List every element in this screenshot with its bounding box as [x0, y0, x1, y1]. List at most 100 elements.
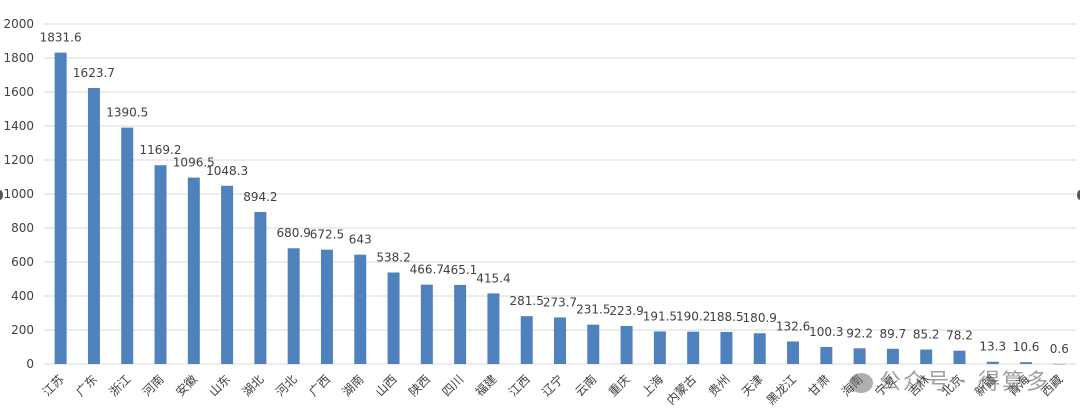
x-category-label: 辽宁 — [539, 372, 567, 400]
x-category-label: 江西 — [506, 372, 533, 399]
grid-lines — [44, 23, 1076, 365]
data-label: 273.7 — [543, 295, 577, 309]
bar-山西 — [387, 272, 400, 364]
bar-贵州 — [720, 331, 733, 364]
x-category-label: 广西 — [306, 372, 333, 399]
x-category-label: 天津 — [739, 372, 766, 399]
x-category-label: 湖南 — [339, 372, 367, 400]
bar-陕西 — [420, 284, 433, 364]
x-category-label: 甘肃 — [806, 372, 833, 399]
bar-海南 — [853, 348, 866, 364]
bar-江西 — [520, 316, 533, 364]
bar-辽宁 — [554, 317, 566, 364]
bar-北京 — [953, 350, 966, 364]
bar-山东 — [221, 185, 234, 364]
x-category-label: 山东 — [206, 372, 233, 399]
y-tick-label: 1200 — [3, 153, 34, 167]
watermark: 公众号 · 得算多 — [849, 364, 1050, 396]
x-category-label: 广东 — [73, 372, 100, 399]
data-label: 538.2 — [376, 251, 410, 265]
bar-宁夏 — [886, 348, 899, 364]
bar-甘肃 — [820, 346, 833, 364]
wechat-icon — [849, 373, 874, 393]
data-label: 281.5 — [510, 294, 544, 308]
bar-河北 — [287, 248, 300, 364]
data-label: 92.2 — [846, 326, 873, 340]
y-tick-label: 1400 — [3, 119, 34, 133]
bar-河南 — [154, 165, 167, 364]
data-label: 1096.5 — [173, 156, 215, 170]
data-label: 180.9 — [743, 311, 777, 325]
data-label: 672.5 — [310, 228, 344, 242]
x-category-label: 山西 — [373, 372, 400, 399]
bars — [54, 52, 1066, 365]
data-label: 0.6 — [1050, 342, 1069, 356]
y-axis-ticks: 0 200 400 600 800 1000 1200 1400 1600 1800 2000 — [3, 17, 34, 371]
y-tick-label: 1800 — [3, 51, 34, 65]
y-tick-label: 200 — [11, 323, 34, 337]
x-category-label: 江苏 — [40, 372, 67, 399]
data-label: 1831.6 — [40, 31, 82, 45]
data-label: 1169.2 — [140, 143, 182, 157]
data-label: 10.6 — [1013, 340, 1040, 354]
data-label: 89.7 — [880, 327, 907, 341]
x-category-label: 湖北 — [239, 372, 267, 400]
x-category-label: 黑龙江 — [764, 372, 799, 407]
data-label: 415.4 — [476, 271, 510, 285]
x-category-label: 贵州 — [706, 372, 733, 399]
data-label: 231.5 — [576, 303, 610, 317]
data-label: 191.5 — [643, 309, 677, 323]
bar-广西 — [320, 249, 333, 364]
data-label: 223.9 — [609, 304, 643, 318]
data-label: 680.9 — [276, 226, 310, 240]
x-category-label: 云南 — [572, 372, 600, 400]
x-category-label: 陕西 — [405, 372, 433, 400]
bar-重庆 — [620, 325, 633, 364]
data-label: 85.2 — [913, 328, 940, 342]
data-label: 190.2 — [676, 310, 710, 324]
data-label: 78.2 — [946, 329, 973, 343]
bar-云南 — [587, 324, 600, 364]
right-edge-marker — [1077, 190, 1080, 200]
x-category-label: 内蒙古 — [663, 372, 699, 408]
bar-黑龙江 — [787, 341, 800, 364]
data-label: 132.6 — [776, 319, 810, 333]
data-label: 466.7 — [410, 263, 444, 277]
data-label: 894.2 — [243, 190, 277, 204]
data-label: 1048.3 — [206, 164, 248, 178]
x-category-label: 上海 — [638, 372, 666, 400]
left-edge-marker — [0, 190, 3, 200]
y-tick-label: 2000 — [3, 17, 34, 31]
y-tick-label: 400 — [11, 289, 34, 303]
data-label: 643 — [349, 233, 372, 247]
y-tick-label: 0 — [26, 357, 34, 371]
data-label: 1390.5 — [106, 106, 148, 120]
watermark-text: 公众号 · 得算多 — [879, 370, 1050, 395]
y-tick-label: 1600 — [3, 85, 34, 99]
y-tick-label: 1000 — [3, 187, 34, 201]
bar-青海 — [1020, 362, 1033, 364]
y-tick-label: 800 — [11, 221, 34, 235]
data-label: 1623.7 — [73, 66, 115, 80]
x-category-label: 河北 — [273, 372, 300, 399]
y-tick-label: 600 — [11, 255, 34, 269]
bar-吉林 — [920, 349, 933, 364]
x-category-label: 福建 — [472, 372, 500, 400]
bar-上海 — [653, 331, 666, 364]
bar-西藏 — [1053, 363, 1066, 365]
data-label: 13.3 — [979, 340, 1006, 354]
x-category-label: 重庆 — [606, 372, 633, 399]
bar-湖南 — [354, 254, 367, 364]
data-label: 100.3 — [809, 325, 843, 339]
bar-内蒙古 — [687, 331, 700, 364]
bar-安徽 — [187, 177, 200, 364]
x-category-label: 四川 — [439, 372, 466, 399]
data-label: 465.1 — [443, 263, 477, 277]
bar-天津 — [753, 333, 766, 364]
x-category-label: 安徽 — [172, 372, 200, 400]
x-category-label: 浙江 — [106, 372, 133, 399]
bar-新疆 — [986, 361, 999, 364]
bar-湖北 — [254, 211, 267, 364]
